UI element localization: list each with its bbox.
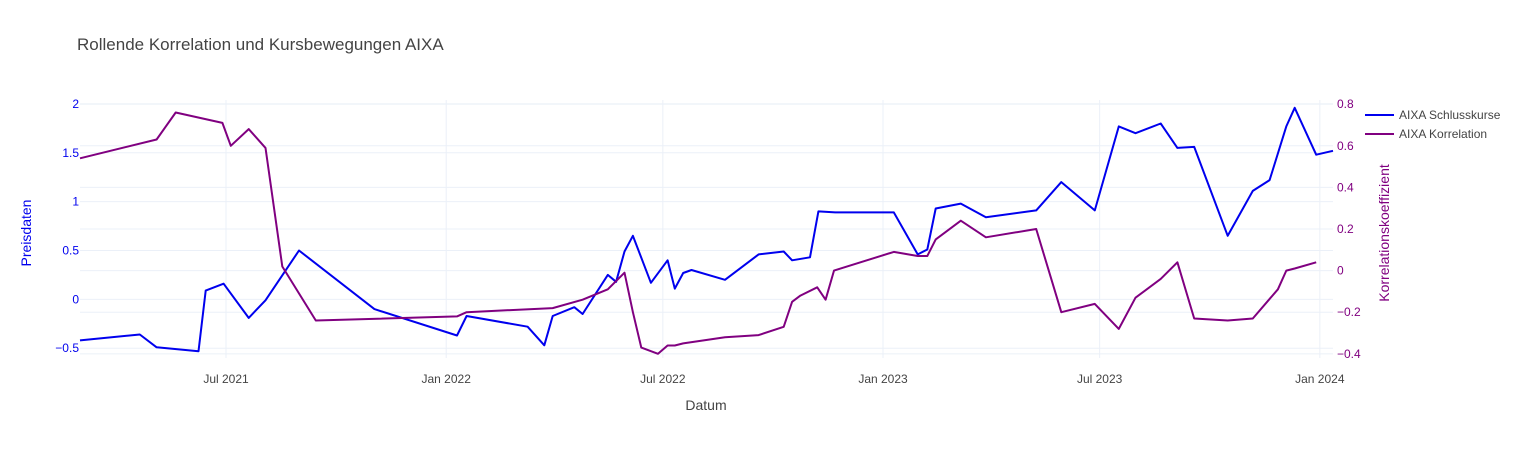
x-tick-label: Jul 2022 [640,372,686,386]
y2-tick-label: 0.8 [1337,97,1354,111]
legend-label-korrelation: AIXA Korrelation [1399,127,1487,141]
series-layer [79,106,1334,355]
y-tick-label: 0 [72,292,79,306]
y-tick-label: −0.5 [55,341,79,355]
y2-tick-label: 0 [1337,264,1344,278]
x-tick-label: Jul 2021 [203,372,249,386]
y-tick-label: 1 [72,195,79,209]
y-axis-ticks: −0.5 0 0.5 1 1.5 2 [55,97,79,355]
y2-tick-label: 0.6 [1337,139,1354,153]
y-tick-label: 1.5 [62,146,79,160]
legend-label-schlusskurse: AIXA Schlusskurse [1399,108,1501,122]
x-tick-label: Jan 2023 [858,372,908,386]
legend-item-korrelation[interactable]: AIXA Korrelation [1365,127,1487,141]
series-line-korrelation [79,111,1317,355]
chart-title: Rollende Korrelation und Kursbewegungen … [77,35,444,54]
series-line-schlusskurse [79,106,1334,353]
legend: AIXA Schlusskurse AIXA Korrelation [1365,108,1501,141]
x-tick-label: Jul 2023 [1077,372,1123,386]
y-axis-title: Preisdaten [18,200,34,267]
y2-axis-title: Korrelationskoeffizient [1376,164,1392,302]
y2-tick-label: 0.4 [1337,180,1354,194]
grid [80,100,1333,358]
legend-item-schlusskurse[interactable]: AIXA Schlusskurse [1365,108,1501,122]
y2-tick-label: −0.4 [1337,347,1361,361]
y2-tick-label: 0.2 [1337,222,1354,236]
y-tick-label: 0.5 [62,244,79,258]
x-tick-label: Jan 2024 [1295,372,1345,386]
y2-tick-label: −0.2 [1337,305,1361,319]
x-axis-ticks: Jul 2021 Jan 2022 Jul 2022 Jan 2023 Jul 2023… [203,372,1345,386]
y-tick-label: 2 [72,97,79,111]
x-axis-title: Datum [685,397,726,413]
y2-axis-ticks: −0.4 −0.2 0 0.2 0.4 0.6 0.8 [1337,97,1361,361]
x-tick-label: Jan 2022 [422,372,472,386]
